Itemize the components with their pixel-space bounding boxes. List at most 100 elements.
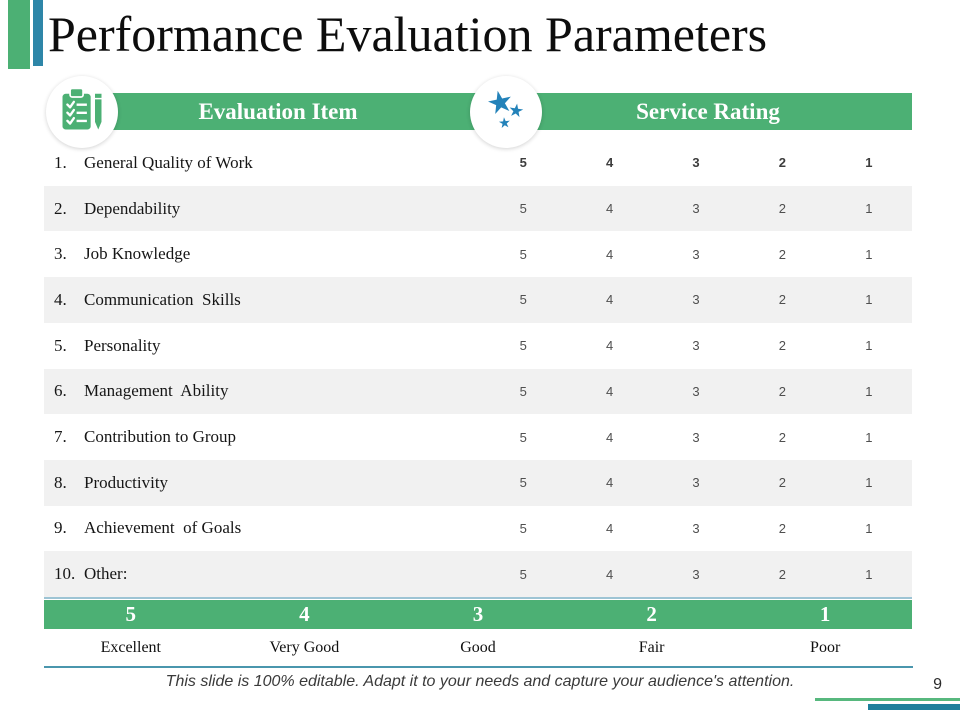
table-row: 1. General Quality of Work 5 4 3 2 1 [44,140,912,186]
rating-value: 5 [519,201,527,217]
table-row: 2. Dependability 5 4 3 2 1 [44,185,912,232]
rating-value: 3 [692,566,700,582]
rating-value: 2 [778,566,787,582]
rating-value: 4 [605,429,614,445]
rating-value: 3 [692,155,700,171]
rating-scale: 5 4 3 2 1 [480,247,912,262]
row-number: 2. [54,198,67,218]
rating-value: 4 [605,383,614,399]
rating-value: 4 [605,520,614,536]
row-number: 10. [54,564,76,584]
separator-line-bottom [44,666,913,668]
rating-value: 2 [778,429,787,445]
rating-value: 1 [865,338,873,354]
rating-legend-values-bar: 5 4 3 2 1 [44,600,912,629]
evaluation-item-label: Contribution to Group [84,427,237,447]
rating-scale: 5 4 3 2 1 [480,430,912,445]
evaluation-item-label: Management Ability [84,381,229,401]
rating-value: 4 [605,201,614,217]
table-row: 9. Achievement of Goals 5 4 3 2 1 [44,506,912,552]
evaluation-item-label: Communication Skills [84,289,241,309]
page-number: 9 [933,676,942,693]
column-header-evaluation-item: Evaluation Item [198,99,358,124]
evaluation-item-label: Achievement of Goals [84,518,242,538]
legend-label: Good [460,639,496,656]
rating-value: 3 [692,292,700,308]
rating-legend-labels-row: Excellent Very Good Good Fair Poor [44,633,912,663]
rating-value: 3 [692,338,700,354]
rating-value: 2 [778,292,787,308]
rating-value: 3 [692,429,700,445]
rating-value: 1 [865,155,873,171]
corner-accent-line-teal [868,704,960,710]
rating-value: 2 [778,520,787,536]
table-row: 7. Contribution to Group 5 4 3 2 1 [44,414,912,460]
title-accent-bar-blue [33,0,43,66]
rating-value: 2 [778,338,787,354]
rating-scale: 5 4 3 2 1 [480,338,912,353]
rating-value: 4 [605,566,614,582]
evaluation-item-label: Productivity [84,472,169,492]
legend-value: 2 [646,602,657,626]
rating-value: 5 [519,429,527,445]
clipboard-checklist-icon [56,84,108,141]
rating-value: 3 [692,475,700,491]
row-number: 5. [54,335,67,355]
rating-value: 1 [865,383,873,399]
rating-value: 1 [865,475,873,491]
page-title: Performance Evaluation Parameters [48,6,768,62]
rating-value: 5 [519,383,527,399]
rating-value: 1 [865,246,873,262]
rating-scale: 5 4 3 2 1 [480,475,912,490]
rating-value: 4 [605,246,614,262]
rating-scale: 5 4 3 2 1 [480,292,912,307]
legend-label: Poor [810,639,841,656]
rating-scale: 5 4 3 2 1 [480,567,912,582]
table-row: 8. Productivity 5 4 3 2 1 [44,459,912,506]
rating-value: 2 [778,155,787,171]
rating-value: 1 [865,201,873,217]
evaluation-item-label: Other: [84,564,128,584]
rating-stars-icon [480,84,532,141]
rating-value: 4 [605,155,614,171]
table-row: 5. Personality 5 4 3 2 1 [44,323,912,369]
rating-scale: 5 4 3 2 1 [480,155,912,170]
row-number: 8. [54,472,67,492]
rating-value: 5 [519,292,527,308]
rating-value: 4 [605,475,614,491]
rating-value: 4 [605,292,614,308]
legend-label: Fair [638,639,665,656]
evaluation-item-label: Personality [84,335,161,355]
legend-label: Very Good [269,639,340,656]
rating-value: 3 [692,201,700,217]
corner-accent-line-green [815,698,960,701]
clipboard-icon-badge [46,76,118,148]
rating-value: 5 [519,246,527,262]
row-number: 4. [54,289,67,309]
legend-value: 5 [125,602,137,626]
rating-value: 1 [865,429,873,445]
legend-value: 3 [472,602,484,626]
row-number: 7. [54,427,67,447]
rating-value: 3 [692,520,700,536]
table-row: 10. Other: 5 4 3 2 1 [44,551,912,598]
rating-value: 2 [778,475,787,491]
row-number: 9. [54,518,67,538]
title-accent-bar-green [8,0,30,69]
rating-value: 4 [605,338,614,354]
legend-value: 4 [299,602,310,626]
row-number: 3. [54,244,67,264]
rating-scale: 5 4 3 2 1 [480,201,912,216]
rating-value: 2 [778,246,787,262]
row-number: 6. [54,381,67,401]
evaluation-table-body: 1. General Quality of Work 5 4 3 2 1 2. Dependab… [44,140,912,598]
table-row: 6. Management Ability 5 4 3 2 1 [44,368,912,415]
editable-footnote: This slide is 100% editable. Adapt it to… [165,673,795,690]
rating-value: 3 [692,246,700,262]
rating-scale: 5 4 3 2 1 [480,521,912,536]
table-row: 4. Communication Skills 5 4 3 2 1 [44,277,912,323]
separator-line-top [44,597,912,599]
row-number: 1. [54,152,67,172]
rating-value: 1 [865,520,873,536]
